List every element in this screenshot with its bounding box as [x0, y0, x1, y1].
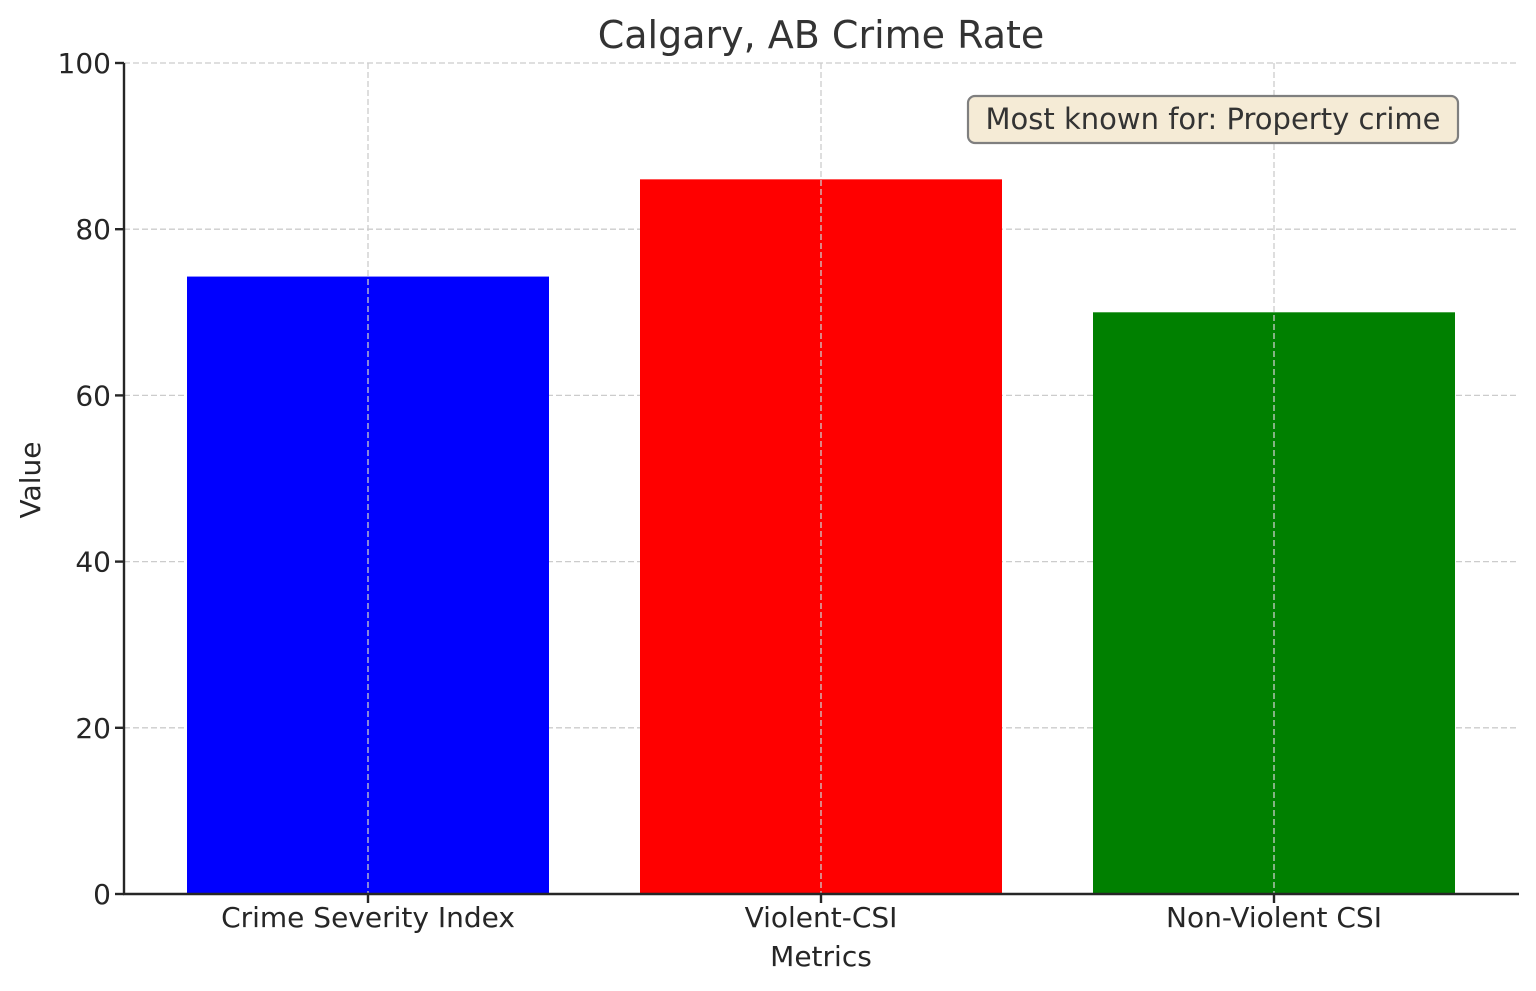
- vertical-grid-lines: [367, 63, 1275, 894]
- x-axis-label: Metrics: [770, 940, 872, 973]
- y-axis-ticks: 0 20 40 60 80 100: [58, 47, 124, 911]
- y-tick-label: 40: [75, 546, 111, 579]
- y-tick-label: 20: [75, 712, 111, 745]
- x-tick-label: Crime Severity Index: [221, 901, 515, 934]
- y-tick-label: 80: [75, 213, 111, 246]
- y-tick-label: 0: [93, 878, 111, 911]
- annotation-background: [966, 94, 1460, 145]
- chart-title: Calgary, AB Crime Rate: [598, 13, 1045, 57]
- x-tick-label: Violent-CSI: [745, 901, 898, 934]
- y-axis-label: Value: [14, 442, 47, 519]
- y-tick-label: 60: [75, 379, 111, 412]
- annotation-box: Most known for: Property crime: [966, 94, 1460, 145]
- annotation-text: Most known for: Property crime: [986, 102, 1441, 136]
- x-axis-ticks: Crime Severity Index Violent-CSI Non-Viole…: [221, 894, 1382, 934]
- y-tick-label: 100: [58, 47, 111, 80]
- x-tick-label: Non-Violent CSI: [1166, 901, 1382, 934]
